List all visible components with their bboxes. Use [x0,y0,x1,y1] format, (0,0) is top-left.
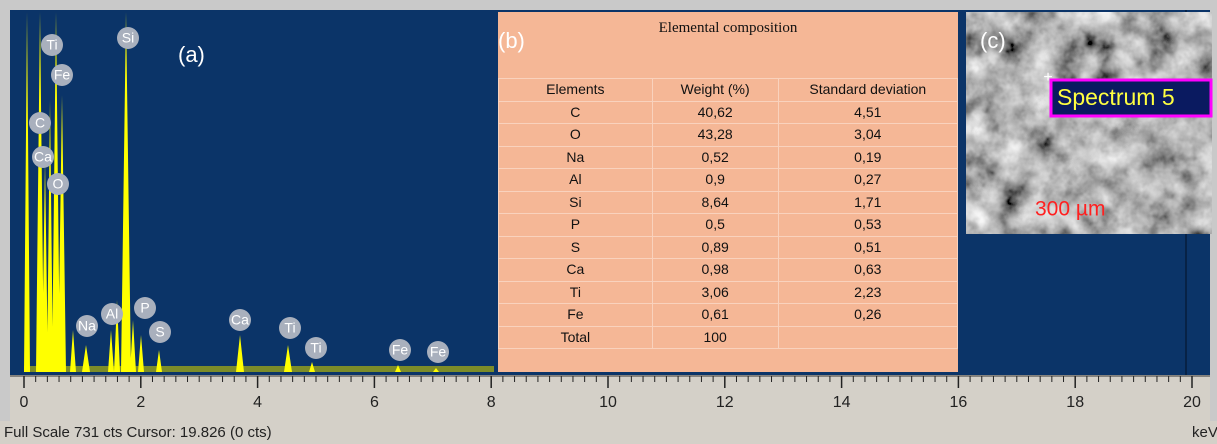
table-cell: Standard deviation [778,79,957,102]
table-cell [778,326,957,349]
panel-label: (a) [178,42,205,67]
peak-label: Si [122,30,134,46]
table-cell: 0,5 [652,214,778,237]
x-tick-label: 12 [716,394,734,411]
table-cell: Na [499,146,653,169]
table-cell: P [499,214,653,237]
table-cell: 2,23 [778,281,957,304]
table-cell: Al [499,169,653,192]
table-cell: 1,71 [778,191,957,214]
table-title: Elemental composition [498,20,958,37]
table-cell: Elements [499,79,653,102]
table-cell: 0,27 [778,169,957,192]
table-cell: 4,51 [778,101,957,124]
table-cell: Ti [499,281,653,304]
peak-label: Ca [34,149,52,165]
x-tick-label: 2 [136,394,145,411]
peak-label: Na [78,318,96,334]
peak-label: O [53,176,64,192]
table-cell: 0,52 [652,146,778,169]
panel-label: (c) [980,28,1006,53]
table-cell: 40,62 [652,101,778,124]
spectrum-tag: Spectrum 5 [1057,84,1175,110]
peak-label: Al [106,306,118,322]
x-tick-label: 14 [833,394,851,411]
x-tick-label: 6 [370,394,379,411]
table-cell: 8,64 [652,191,778,214]
table-cell: Total [499,326,653,349]
table-cell: 43,28 [652,124,778,147]
peak-label: Ti [310,340,321,356]
x-tick-label: 18 [1066,394,1084,411]
figure: Ti Fe C Ca O Si Na Al P S Ca Ti Ti Fe Fe… [0,0,1217,444]
table-cell: 0,53 [778,214,957,237]
peak-label: S [155,324,164,340]
table-cell: Fe [499,304,653,327]
baseline-noise [24,366,494,372]
x-tick-label: 10 [599,394,617,411]
table-cell: Ca [499,259,653,282]
peak-label: Ca [231,312,249,328]
axis-unit: keV [1192,424,1217,441]
peak-label: Fe [392,342,409,358]
table-cell: 0,98 [652,259,778,282]
table-cell: S [499,236,653,259]
peak-label: Fe [54,67,71,83]
x-tick-label: 0 [20,394,29,411]
table-cell: 100 [652,326,778,349]
table-cell: 0,61 [652,304,778,327]
table-cell: Weight (%) [652,79,778,102]
table-cell: 0,19 [778,146,957,169]
peak-label: P [140,300,149,316]
table-cell: 0,51 [778,236,957,259]
table-cell: C [499,101,653,124]
x-tick-label: 4 [253,394,262,411]
peak-label: Ti [284,320,295,336]
x-tick-label: 8 [487,394,496,411]
status-text: Full Scale 731 cts Cursor: 19.826 (0 cts… [4,424,272,441]
table-cell: 0,26 [778,304,957,327]
table-cell: 0,63 [778,259,957,282]
table-cell: 3,04 [778,124,957,147]
x-tick-label: 16 [950,394,968,411]
scale-bar-label: 300 µm [1035,198,1105,221]
table-cell: 0,89 [652,236,778,259]
table-cell: O [499,124,653,147]
peak-label: Fe [430,344,447,360]
peak-label: Ti [46,37,57,53]
peak-label: C [35,115,45,131]
x-tick-label: 20 [1183,394,1201,411]
table-cell: 3,06 [652,281,778,304]
table-cell: Si [499,191,653,214]
table-cell: 0,9 [652,169,778,192]
